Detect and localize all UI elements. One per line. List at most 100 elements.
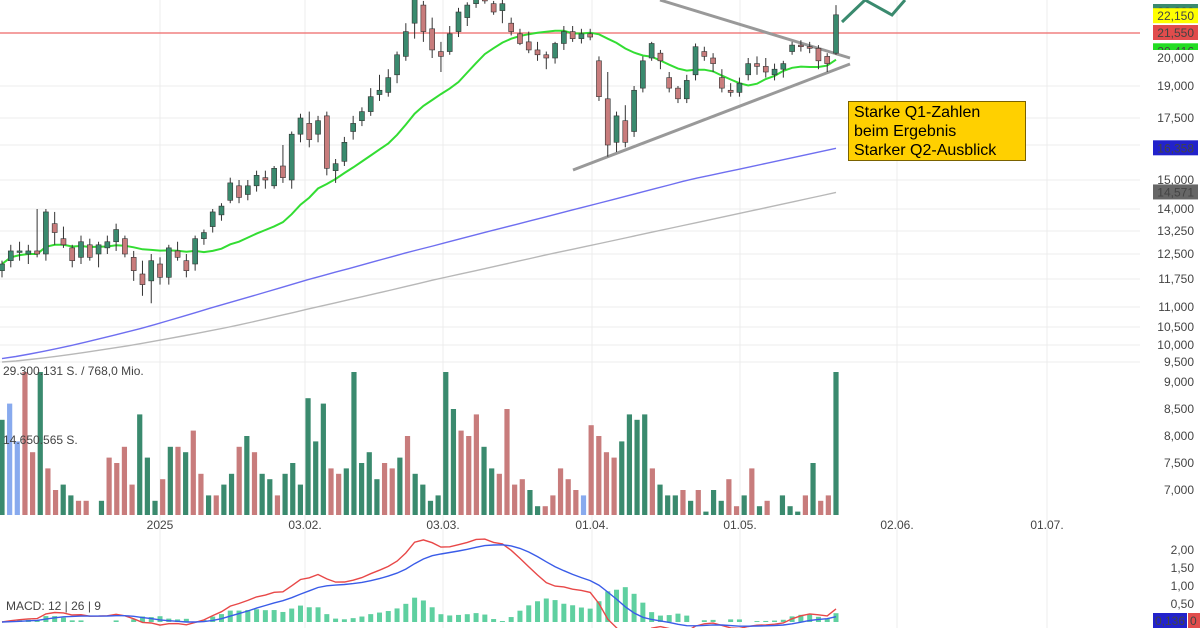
volume-bar xyxy=(489,468,495,515)
candle-body xyxy=(640,60,646,89)
volume-bar xyxy=(542,506,548,515)
volume-bar xyxy=(764,500,770,515)
candle-body xyxy=(473,0,479,4)
macd-histogram-bar xyxy=(333,618,339,622)
candle-body xyxy=(815,48,822,62)
volume-axis: 9,000 8,500 8,000 7,500 7,000 xyxy=(1164,375,1194,497)
candle-body xyxy=(385,77,392,93)
macd-histogram-bar xyxy=(447,615,453,622)
macd-histogram-bar xyxy=(640,602,646,622)
volume-bar xyxy=(244,436,250,515)
macd-histogram-bar xyxy=(60,617,66,622)
candle-body xyxy=(95,244,102,255)
volume-bar xyxy=(481,446,487,515)
volume-bar xyxy=(221,484,227,515)
macd-histogram-bar xyxy=(614,589,620,622)
macd-histogram-bar xyxy=(297,605,303,622)
price-tick-label: 11,750 xyxy=(1158,272,1194,286)
macd-histogram-bar xyxy=(587,608,593,622)
macd-histogram-bar xyxy=(552,600,558,622)
macd-histogram-bar xyxy=(113,620,119,622)
macd-histogram-bar xyxy=(780,619,786,622)
date-tick-label: 03.02. xyxy=(288,518,321,532)
macd-histogram-bar xyxy=(139,616,145,622)
candle-body xyxy=(499,3,506,11)
macd-histogram-bar xyxy=(491,619,497,622)
macd-label: MACD: 12 | 26 | 9 xyxy=(6,599,101,613)
macd-histogram-bar xyxy=(236,610,242,622)
date-tick-label: 02.06. xyxy=(880,518,913,532)
volume-bar xyxy=(251,452,258,515)
volume-bar xyxy=(190,430,196,515)
macd-histogram-bar xyxy=(262,610,268,622)
volume-bar xyxy=(688,500,694,515)
macd-histogram-bar xyxy=(649,612,655,622)
price-tick-label: 13,250 xyxy=(1157,224,1194,238)
candle-body xyxy=(315,120,321,135)
macd-histogram-bar xyxy=(394,608,400,622)
annotation-line-3: Starker Q2-Ausblick xyxy=(854,142,997,159)
macd-histogram-bar xyxy=(517,610,523,622)
price-tick-label: 19,000 xyxy=(1157,79,1194,93)
candle-body xyxy=(7,250,14,261)
candle-body xyxy=(411,0,418,24)
date-tick-label: 01.05. xyxy=(723,518,756,532)
candle-body xyxy=(631,89,637,132)
volume-bar xyxy=(749,468,755,515)
candle-body xyxy=(683,80,690,100)
candle-body xyxy=(798,44,804,48)
volume-bar xyxy=(14,441,20,515)
price-tick-label: 9,500 xyxy=(1164,355,1194,369)
volume-bar xyxy=(205,495,212,515)
volume-bar xyxy=(443,372,449,515)
macd-tick-label: 2,00 xyxy=(1171,543,1195,557)
candle-body xyxy=(288,133,295,181)
candle-body xyxy=(16,250,23,253)
volume-bar xyxy=(580,495,587,515)
volume-bar xyxy=(550,495,556,515)
macd-histogram-bar xyxy=(280,611,286,622)
volume-bar xyxy=(152,500,158,515)
volume-bar xyxy=(603,452,610,515)
macd-histogram-bar xyxy=(701,620,707,622)
volume-bar xyxy=(351,372,357,515)
price-badge xyxy=(1153,184,1198,200)
volume-bar xyxy=(137,414,143,515)
macd-histogram-bar xyxy=(596,601,602,622)
macd-histogram-bar xyxy=(131,619,137,622)
volume-bar xyxy=(718,500,724,515)
candle-body xyxy=(183,260,190,271)
macd-signal-line xyxy=(1,544,837,627)
volume-bar xyxy=(534,506,541,515)
candle-body xyxy=(552,43,558,59)
candle-body xyxy=(754,63,760,67)
macd-histogram-bar xyxy=(245,610,251,622)
ma-200-line xyxy=(1,191,837,363)
macd-histogram-bar xyxy=(412,597,418,622)
volume-bar xyxy=(642,414,648,515)
macd-histogram-bar xyxy=(306,607,312,622)
candle-body xyxy=(0,263,5,271)
volume-bar xyxy=(741,495,747,515)
candle-body xyxy=(745,63,752,76)
volume-bar xyxy=(374,479,380,515)
volume-bar xyxy=(420,484,426,515)
macd-histogram-bar xyxy=(666,615,672,622)
macd-histogram-bar xyxy=(69,620,75,622)
volume-bar xyxy=(680,490,686,515)
macd-badge-label: 0 xyxy=(1190,614,1197,628)
volume-bar xyxy=(98,500,105,515)
volume-bar xyxy=(450,409,457,515)
volume-bar xyxy=(213,495,219,515)
volume-bar xyxy=(75,500,82,515)
price-tick-label: 15,000 xyxy=(1157,173,1194,187)
candle-body xyxy=(218,205,225,216)
volume-bar xyxy=(756,506,763,515)
candle-body xyxy=(306,123,313,140)
volume-bar xyxy=(588,425,594,515)
candle-body xyxy=(543,54,550,59)
annotation-line-2: beim Ergebnis xyxy=(854,123,957,140)
volume-bar xyxy=(22,372,28,515)
volume-tick-label: 8,000 xyxy=(1164,429,1194,443)
